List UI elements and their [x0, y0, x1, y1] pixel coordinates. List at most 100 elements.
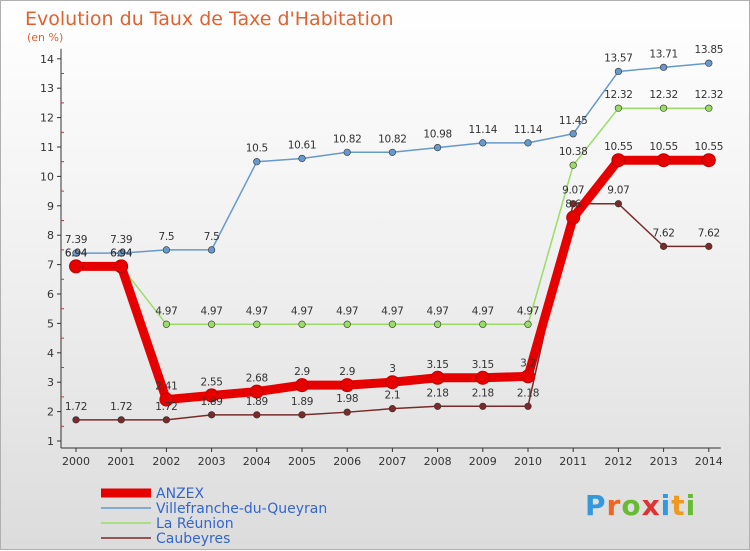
- data-point: [434, 143, 442, 152]
- data-label: 10.98: [423, 129, 452, 141]
- data-point: [72, 416, 80, 424]
- data-point: [434, 320, 442, 328]
- data-point: [434, 402, 442, 410]
- data-label: 2.1: [384, 390, 400, 402]
- data-point: [117, 249, 125, 257]
- data-label: 9.07: [562, 185, 584, 197]
- data-label: 7.62: [698, 227, 720, 239]
- data-point: [705, 59, 713, 67]
- data-label: 2.18: [427, 387, 449, 399]
- data-point: [343, 408, 351, 416]
- data-point: [656, 153, 671, 168]
- data-point: [249, 384, 264, 399]
- data-label: 1.72: [110, 401, 132, 413]
- data-point: [659, 63, 668, 71]
- data-point: [343, 148, 351, 156]
- data-point: [566, 210, 581, 225]
- chart-title: Evolution du Taux de Taxe d'Habitation: [25, 8, 394, 30]
- x-tick-label: 2004: [243, 455, 271, 468]
- data-label: 4.97: [427, 305, 449, 317]
- y-tick-label: 2: [47, 406, 54, 419]
- data-point: [388, 320, 397, 328]
- data-label: 9.07: [607, 185, 629, 197]
- logo-letter: x: [641, 489, 661, 522]
- y-tick-label: 1: [47, 435, 54, 448]
- data-label: 13.85: [695, 44, 724, 56]
- data-point: [479, 402, 487, 410]
- data-label: 1.98: [336, 393, 358, 405]
- x-tick-label: 2003: [198, 455, 226, 468]
- x-tick-label: 2007: [378, 455, 406, 468]
- data-point: [340, 378, 355, 393]
- data-point: [162, 320, 170, 328]
- logo-letter: P: [585, 489, 607, 522]
- y-tick-label: 5: [47, 317, 54, 330]
- data-label: 6.94: [65, 247, 88, 259]
- x-tick-label: 2005: [288, 455, 316, 468]
- data-point: [162, 246, 170, 254]
- data-label: 3.15: [472, 359, 494, 371]
- data-point: [295, 378, 309, 393]
- logo-letter: i: [660, 489, 672, 522]
- series-layer: [69, 59, 716, 424]
- data-point: [614, 200, 623, 208]
- data-point: [524, 402, 532, 410]
- data-label: 12.32: [649, 89, 678, 101]
- data-label: 8.6: [565, 199, 581, 211]
- logo-letter: i: [685, 489, 697, 522]
- x-tick-label: 2001: [107, 455, 135, 468]
- data-label: 10.82: [333, 133, 362, 145]
- data-point: [204, 388, 219, 403]
- x-tick-label: 2000: [62, 455, 90, 468]
- data-label: 1.89: [246, 396, 268, 408]
- y-tick-label: 6: [47, 288, 54, 301]
- data-label: 6.94: [65, 247, 88, 259]
- data-point: [479, 320, 487, 328]
- data-label: 10.82: [378, 133, 407, 145]
- data-labels: 6.94 6.94 2.41 2.55 2.68 2.9 2.9 3 3.15 3.15 3.2 8.…: [65, 44, 723, 413]
- data-label: 3.2: [520, 357, 536, 369]
- series-0: [69, 153, 716, 407]
- data-point: [524, 139, 532, 147]
- data-point: [701, 153, 716, 168]
- data-label: 12.32: [604, 89, 633, 101]
- data-point: [385, 375, 400, 390]
- x-tick-label: 2014: [695, 455, 723, 468]
- series-1: [72, 59, 713, 257]
- data-label: 1.72: [65, 401, 87, 413]
- x-tick-label: 2009: [469, 455, 497, 468]
- data-point: [253, 320, 261, 328]
- data-label: 2.9: [339, 366, 355, 378]
- y-tick-label: 14: [40, 53, 54, 66]
- data-point: [388, 405, 397, 413]
- data-point: [611, 153, 626, 168]
- y-tick-label: 10: [40, 170, 54, 183]
- x-tick-label: 2011: [559, 455, 587, 468]
- data-label: 2.18: [472, 387, 494, 399]
- logo-letter: t: [671, 489, 686, 522]
- data-label: 2.55: [201, 376, 223, 388]
- data-label: 4.97: [246, 305, 268, 317]
- data-point: [208, 320, 216, 328]
- data-point: [343, 320, 351, 328]
- data-label: 1.89: [291, 396, 313, 408]
- proxiti-logo: Proxiti: [585, 489, 696, 522]
- data-label: 10.5: [246, 143, 268, 155]
- data-label: 7.39: [65, 234, 87, 246]
- data-point: [69, 259, 83, 274]
- data-label: 6.94: [110, 247, 133, 259]
- data-label: 2.18: [517, 387, 539, 399]
- legend-label: La Réunion: [156, 516, 234, 532]
- data-label: 7.39: [110, 234, 132, 246]
- data-label: 10.61: [288, 139, 317, 151]
- y-tick-label: 4: [47, 347, 54, 360]
- data-label: 11.14: [514, 124, 543, 136]
- data-point: [162, 416, 170, 424]
- data-point: [208, 411, 216, 419]
- data-label: 12.32: [695, 89, 724, 101]
- data-label: 10.55: [649, 141, 678, 153]
- data-point: [614, 104, 623, 112]
- legend-label: ANZEX: [156, 486, 204, 502]
- x-tick-label: 2006: [333, 455, 361, 468]
